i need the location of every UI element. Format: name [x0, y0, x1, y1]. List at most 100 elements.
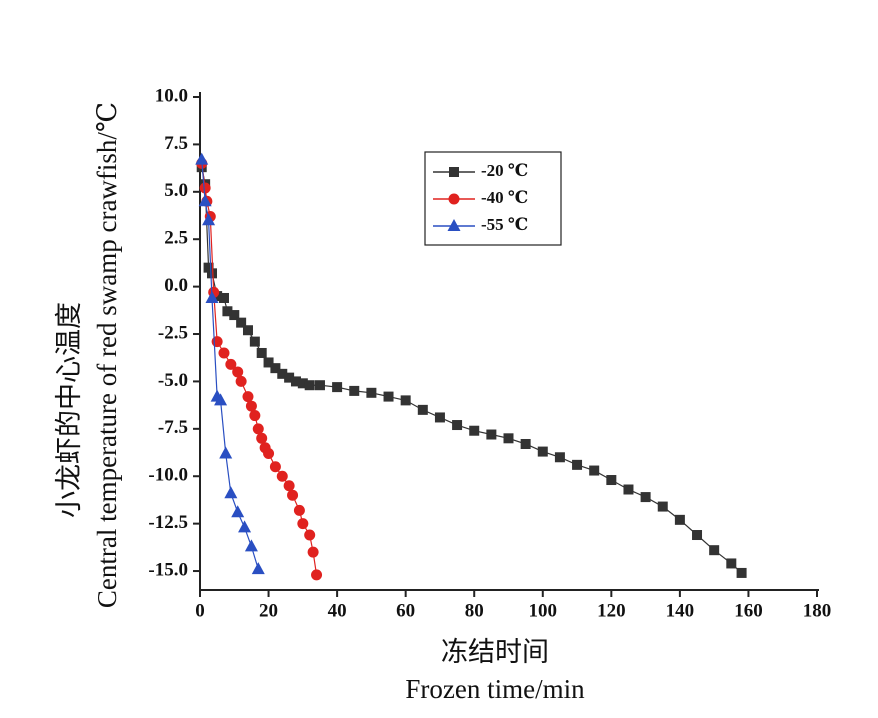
data-point — [222, 306, 233, 317]
data-point — [245, 400, 257, 412]
legend-label: -55 ℃ — [481, 215, 528, 234]
data-point — [349, 385, 360, 396]
data-point — [304, 380, 315, 391]
data-point — [270, 363, 281, 374]
data-point — [277, 368, 288, 379]
y-tick-label: 10.0 — [155, 85, 188, 106]
legend-marker — [447, 219, 461, 231]
x-tick-label: 60 — [396, 600, 415, 621]
data-point — [252, 423, 264, 435]
data-point — [242, 391, 254, 403]
x-tick-label: 80 — [465, 600, 484, 621]
data-point — [606, 475, 617, 486]
data-point — [236, 317, 247, 328]
data-point — [589, 465, 600, 476]
data-point — [251, 562, 265, 575]
data-point — [400, 395, 411, 406]
y-tick-label: -12.5 — [148, 512, 188, 533]
legend-label: -20 ℃ — [481, 161, 528, 180]
data-point — [554, 452, 565, 463]
data-point — [736, 567, 747, 578]
data-point — [293, 504, 305, 516]
data-point — [623, 484, 634, 495]
data-point — [224, 486, 238, 499]
x-tick-label: 20 — [259, 600, 278, 621]
x-tick-label: 120 — [597, 600, 626, 621]
data-point — [238, 520, 252, 533]
x-axis-title-cn: 冻结时间 — [441, 637, 549, 667]
data-point — [297, 378, 308, 389]
legend-label: -40 ℃ — [481, 188, 528, 207]
x-tick-label: 40 — [328, 600, 347, 621]
data-point — [640, 492, 651, 503]
data-point — [256, 432, 268, 444]
y-tick-label: 2.5 — [164, 228, 188, 249]
data-point — [314, 380, 325, 391]
data-point — [232, 366, 244, 378]
data-point — [219, 446, 233, 459]
data-point — [214, 393, 228, 406]
data-point — [290, 376, 301, 387]
data-point — [205, 290, 219, 303]
data-point — [276, 470, 288, 482]
data-point — [199, 182, 211, 194]
data-point — [307, 546, 319, 558]
data-point — [235, 375, 247, 387]
y-tick-label: 0.0 — [164, 275, 188, 296]
data-point — [242, 325, 253, 336]
data-point — [311, 569, 323, 581]
data-point — [726, 558, 737, 569]
data-point — [225, 358, 237, 370]
data-point — [383, 391, 394, 402]
data-point — [256, 347, 267, 358]
data-point — [297, 518, 309, 530]
data-point — [249, 410, 261, 422]
x-axis-title: Frozen time/min — [405, 674, 585, 704]
legend-marker — [448, 193, 460, 205]
data-point — [218, 292, 229, 303]
legend-marker — [449, 167, 459, 177]
data-point — [206, 268, 217, 279]
data-point — [503, 433, 514, 444]
data-point — [249, 336, 260, 347]
data-point — [284, 372, 295, 383]
y-axis-title-cn: 小龙虾的中心温度 — [54, 302, 84, 518]
data-point — [572, 459, 583, 470]
data-point — [229, 310, 240, 321]
data-point — [366, 387, 377, 398]
y-tick-label: -5.0 — [158, 370, 188, 391]
data-point — [203, 262, 214, 273]
data-point — [304, 529, 316, 541]
data-point — [283, 480, 295, 492]
data-point — [231, 505, 245, 518]
x-tick-label: 180 — [803, 600, 832, 621]
data-point — [657, 501, 668, 512]
data-point — [537, 446, 548, 457]
data-point — [417, 404, 428, 415]
y-tick-label: -7.5 — [158, 417, 188, 438]
x-tick-label: 0 — [195, 600, 205, 621]
y-tick-label: 5.0 — [164, 180, 188, 201]
data-point — [709, 545, 720, 556]
data-point — [218, 347, 230, 359]
x-tick-label: 160 — [734, 600, 763, 621]
y-tick-label: -10.0 — [148, 465, 188, 486]
data-point — [692, 530, 703, 541]
data-point — [211, 336, 223, 348]
data-point — [195, 152, 209, 165]
y-axis-title: Central temperature of red swamp crawfis… — [92, 102, 122, 608]
x-tick-label: 140 — [666, 600, 695, 621]
data-point — [674, 514, 685, 525]
x-tick-label: 100 — [529, 600, 558, 621]
y-tick-label: 7.5 — [164, 133, 188, 154]
data-point — [486, 429, 497, 440]
data-point — [244, 539, 258, 552]
data-point — [263, 447, 275, 459]
data-point — [198, 194, 212, 207]
data-point — [263, 357, 274, 368]
data-point — [332, 382, 343, 393]
data-point — [452, 420, 463, 431]
y-tick-label: -15.0 — [148, 559, 188, 580]
data-point — [520, 438, 531, 449]
